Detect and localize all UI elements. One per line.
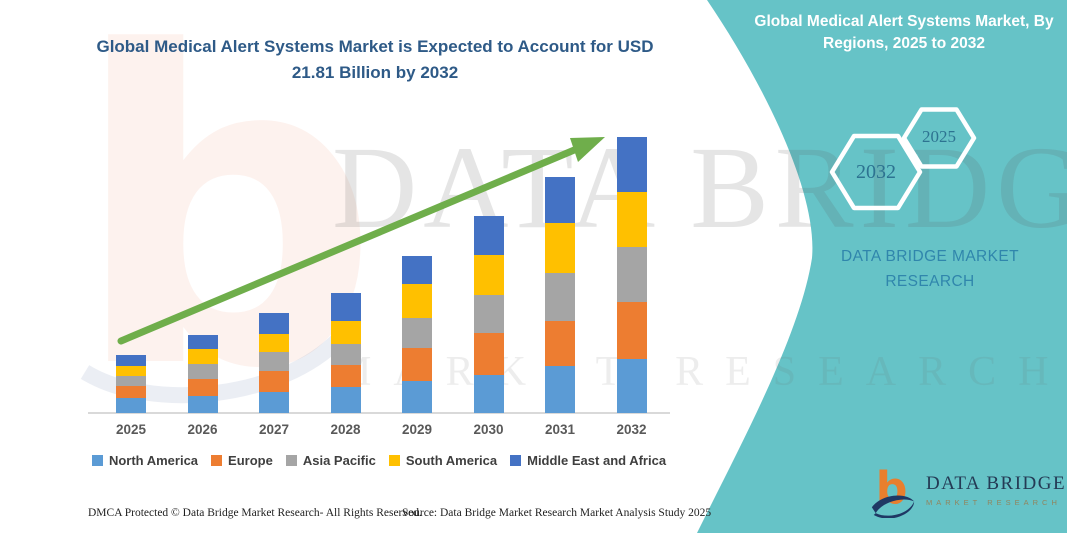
hexagon-label-2025: 2025 (922, 127, 956, 146)
bar-segment-europe-2029 (402, 347, 432, 381)
logo-swoosh-bottom (873, 501, 915, 518)
legend-label: Asia Pacific (302, 453, 376, 468)
bar-segment-europe-2027 (259, 371, 289, 392)
bar-segment-south-america-2027 (259, 334, 289, 352)
x-axis-label-2025: 2025 (115, 422, 147, 437)
source-citation: Source: Data Bridge Market Research Mark… (402, 507, 712, 519)
bar-segment-middle-east-and-africa-2031 (545, 177, 575, 223)
teal-swoosh-polygon (697, 0, 1067, 533)
x-axis-label-2029: 2029 (401, 422, 433, 437)
legend-label: South America (405, 453, 498, 468)
x-axis-label-2027: 2027 (258, 422, 290, 437)
bar-segment-asia-pacific-2029 (402, 317, 432, 348)
legend-swatch (91, 455, 103, 466)
bar-segment-south-america-2026 (187, 348, 218, 365)
bar-segment-asia-pacific-2031 (545, 273, 575, 321)
legend-swatch (510, 455, 522, 466)
legend-swatch (388, 455, 400, 466)
bar-segment-north-america-2030 (473, 375, 504, 413)
bar-segment-middle-east-and-africa-2032 (616, 136, 647, 192)
bar-segment-south-america-2029 (402, 283, 432, 318)
trend-arrow-head (570, 137, 605, 162)
data-bridge-logo-icon: b (871, 463, 915, 518)
legend-swatch (285, 455, 297, 466)
legend-swatch (211, 455, 223, 466)
bar-segment-south-america-2030 (473, 255, 504, 296)
panel-brand-text: DATA BRIDGE MARKET RESEARCH (840, 248, 1019, 290)
bar-segment-south-america-2028 (330, 320, 361, 345)
bar-segment-south-america-2032 (616, 191, 647, 247)
x-axis-line (88, 412, 670, 414)
logo-brand-tagline: MARKET RESEARCH (926, 498, 1061, 507)
bar-segment-north-america-2026 (187, 396, 218, 413)
panel-title: Global Medical Alert Systems Market, By … (754, 13, 1054, 53)
legend-item-asia-pacific: Asia Pacific (285, 453, 376, 468)
bar-segment-asia-pacific-2026 (187, 364, 218, 380)
bar-segment-north-america-2032 (616, 358, 647, 413)
bar-segment-middle-east-and-africa-2026 (187, 334, 218, 349)
chart-legend: North America Europe Asia Pacific South Ame… (88, 453, 670, 468)
legend-item-middle-east-and-africa: Middle East and Africa (510, 453, 666, 468)
logo-wordmark: DATA BRIDGE MARKET RESEARCH (926, 473, 1066, 507)
bar-segment-asia-pacific-2030 (473, 295, 504, 333)
bar-segment-asia-pacific-2032 (616, 246, 647, 302)
legend-item-south-america: South America (388, 453, 498, 468)
footer-logo: b DATA BRIDGE MARKET RESEARCH (868, 462, 1066, 518)
x-axis-label-2030: 2030 (473, 422, 504, 437)
x-axis-label-2026: 2026 (187, 422, 218, 437)
x-axis-label-2028: 2028 (330, 422, 361, 437)
bar-segment-asia-pacific-2027 (259, 352, 289, 371)
legend-item-europe: Europe (211, 453, 273, 468)
bar-segment-north-america-2027 (259, 392, 289, 413)
dmca-notice: DMCA Protected © Data Bridge Market Rese… (88, 507, 422, 519)
legend-label: North America (108, 453, 199, 468)
bar-segment-europe-2032 (616, 301, 647, 359)
legend-label: Europe (228, 453, 273, 468)
bar-segment-asia-pacific-2025 (116, 375, 146, 386)
logo-brand-name: DATA BRIDGE (926, 473, 1067, 494)
x-axis-label-2031: 2031 (544, 422, 576, 437)
bar-segment-europe-2028 (330, 365, 361, 388)
bar-segment-north-america-2028 (330, 387, 361, 413)
legend-label: Middle East and Africa (527, 453, 667, 468)
hexagon-label-2032: 2032 (856, 161, 896, 183)
bar-segment-asia-pacific-2028 (330, 344, 361, 366)
bar-segment-europe-2025 (116, 385, 146, 398)
bar-segment-middle-east-and-africa-2029 (402, 255, 432, 284)
trend-arrow-shaft (117, 144, 583, 345)
bar-segment-north-america-2029 (402, 380, 432, 413)
hexagon-2025-outline (901, 107, 977, 169)
bar-segment-middle-east-and-africa-2025 (116, 354, 146, 366)
bar-segment-south-america-2031 (545, 222, 575, 273)
x-axis-label-2032: 2032 (616, 422, 647, 437)
hexagon-2032-outline (829, 133, 923, 211)
legend-item-north-america: North America (91, 453, 199, 468)
bar-segment-europe-2026 (187, 379, 218, 397)
bar-segment-south-america-2025 (116, 365, 146, 376)
bar-segment-middle-east-and-africa-2027 (259, 313, 289, 335)
chart-title: Global Medical Alert Systems Market is E… (96, 37, 654, 82)
bar-segment-middle-east-and-africa-2030 (473, 216, 504, 256)
bar-segment-north-america-2031 (545, 366, 575, 413)
bar-segment-europe-2030 (473, 333, 504, 376)
bar-segment-north-america-2025 (116, 397, 146, 413)
logo-swoosh-top (871, 495, 915, 514)
bar-segment-europe-2031 (545, 320, 575, 367)
bar-segment-middle-east-and-africa-2028 (330, 293, 361, 321)
